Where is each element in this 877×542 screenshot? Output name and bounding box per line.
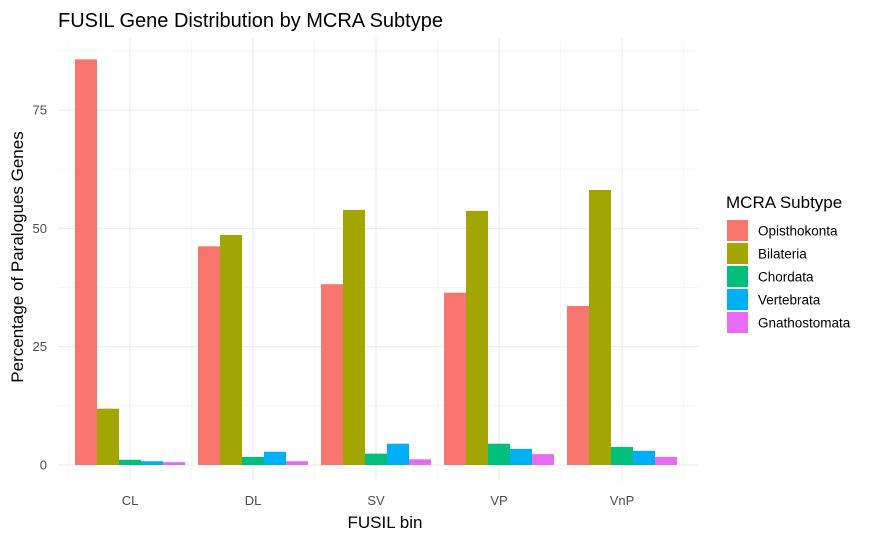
y-axis-ticks: 0 25 50 75	[33, 103, 47, 473]
bar-chordata-vp	[488, 443, 510, 465]
bar-chordata-sv	[365, 453, 387, 465]
legend-swatch	[727, 243, 748, 264]
x-tick-label: VnP	[610, 493, 635, 508]
y-tick-label: 0	[40, 458, 47, 473]
bar-vertebrata-cl	[141, 461, 163, 465]
bar-vertebrata-vp	[510, 448, 532, 465]
bar-bilateria-vnp	[589, 189, 611, 465]
bar-bilateria-dl	[220, 234, 242, 465]
legend-swatch	[727, 312, 748, 333]
x-axis-ticks: CL DL SV VP VnP	[122, 493, 635, 508]
bar-chordata-dl	[242, 456, 264, 465]
bar-chordata-vnp	[611, 447, 633, 465]
bar-chordata-cl	[119, 459, 141, 465]
chart-title: FUSIL Gene Distribution by MCRA Subtype	[58, 10, 443, 32]
x-tick-label: CL	[122, 493, 139, 508]
legend-label: Opisthokonta	[758, 224, 838, 239]
bar-gnathostomata-vp	[532, 454, 554, 465]
bar-opisthokonta-sv	[321, 284, 343, 465]
legend: MCRA Subtype Opisthokonta Bilateria Chorda…	[726, 193, 851, 333]
legend-label: Gnathostomata	[758, 316, 851, 331]
y-tick-label: 75	[33, 103, 47, 118]
bar-bilateria-sv	[343, 209, 365, 465]
legend-label: Vertebrata	[758, 293, 821, 308]
bar-vertebrata-vnp	[633, 450, 655, 465]
bar-opisthokonta-vnp	[567, 305, 589, 465]
bar-gnathostomata-vnp	[655, 456, 677, 465]
bar-opisthokonta-cl	[75, 59, 97, 465]
bar-vertebrata-dl	[264, 451, 286, 465]
x-tick-label: SV	[367, 493, 385, 508]
x-tick-label: VP	[490, 493, 507, 508]
bar-gnathostomata-sv	[409, 459, 431, 465]
bar-bilateria-vp	[466, 210, 488, 465]
x-tick-label: DL	[245, 493, 262, 508]
bar-gnathostomata-dl	[286, 461, 308, 465]
bars	[75, 59, 677, 465]
bar-gnathostomata-cl	[163, 462, 185, 465]
legend-swatch	[727, 289, 748, 310]
bar-vertebrata-sv	[387, 443, 409, 465]
legend-title: MCRA Subtype	[726, 193, 842, 212]
legend-swatch	[727, 266, 748, 287]
legend-swatch	[727, 220, 748, 241]
y-tick-label: 25	[33, 339, 47, 354]
bar-opisthokonta-dl	[198, 246, 220, 465]
legend-label: Chordata	[758, 270, 814, 285]
bar-opisthokonta-vp	[444, 292, 466, 465]
bar-bilateria-cl	[97, 408, 119, 465]
y-axis-title: Percentage of Paralogues Genes	[8, 131, 27, 382]
legend-label: Bilateria	[758, 247, 807, 262]
x-axis-title: FUSIL bin	[348, 513, 423, 532]
y-tick-label: 50	[33, 221, 47, 236]
